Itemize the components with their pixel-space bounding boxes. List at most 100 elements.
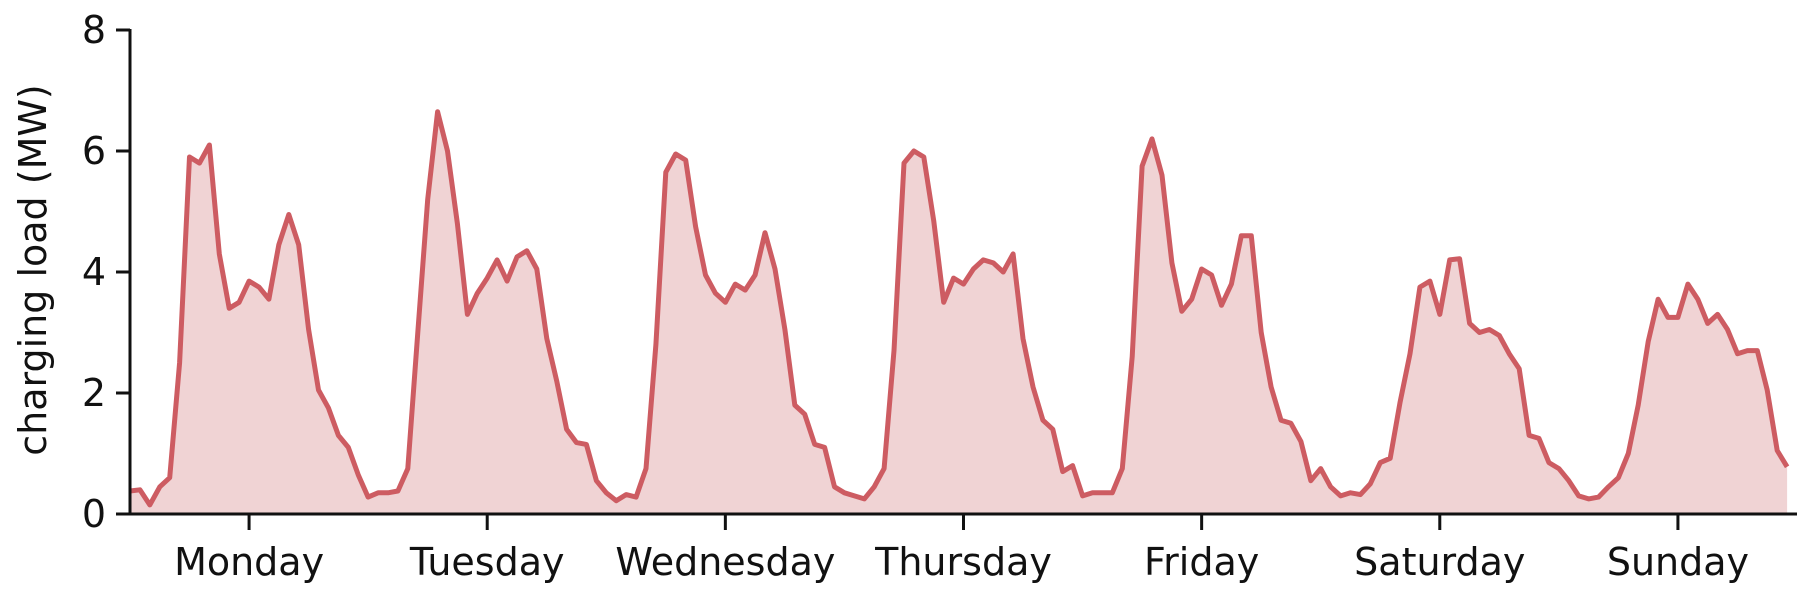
data-point (1170, 261, 1174, 265)
data-point (555, 379, 559, 383)
data-point (1220, 303, 1224, 307)
data-point (1061, 470, 1065, 474)
x-tick-label: Wednesday (615, 540, 835, 584)
data-point (416, 331, 420, 335)
data-point (1269, 385, 1273, 389)
data-point (1626, 452, 1630, 456)
data-point (1636, 403, 1640, 407)
data-point (406, 467, 410, 471)
x-tick-label: Tuesday (409, 540, 565, 584)
data-point (584, 442, 588, 446)
y-axis-title: charging load (MW) (11, 84, 55, 455)
data-point (1527, 433, 1531, 437)
data-point (1487, 328, 1491, 332)
data-point (1557, 467, 1561, 471)
data-point (1607, 485, 1611, 489)
data-point (188, 155, 192, 159)
data-point (952, 276, 956, 280)
data-point (902, 161, 906, 165)
data-point (277, 243, 281, 247)
data-point (1180, 309, 1184, 313)
data-point (1031, 385, 1035, 389)
data-point (1646, 340, 1650, 344)
data-point (684, 158, 688, 162)
data-point (664, 170, 668, 174)
data-point (1289, 421, 1293, 425)
data-point (1785, 465, 1789, 469)
data-point (733, 282, 737, 286)
data-point (614, 499, 618, 503)
data-point (386, 491, 390, 495)
data-point (336, 433, 340, 437)
data-point (1130, 355, 1134, 359)
data-point (525, 249, 529, 253)
data-point (178, 361, 182, 365)
data-point (257, 285, 261, 289)
data-point (1616, 476, 1620, 480)
x-tick-label: Friday (1144, 540, 1259, 584)
plot-area (129, 109, 1790, 514)
data-point (674, 152, 678, 156)
data-point (833, 485, 837, 489)
data-point (237, 300, 241, 304)
data-point (267, 297, 271, 301)
data-point (1071, 464, 1075, 468)
data-point (1329, 485, 1333, 489)
data-point (991, 261, 995, 265)
data-point (485, 276, 489, 280)
data-point (168, 476, 172, 480)
data-point (1279, 418, 1283, 422)
data-point (852, 494, 856, 498)
data-point (1378, 461, 1382, 465)
data-point (882, 467, 886, 471)
data-point (743, 288, 747, 292)
data-point (455, 222, 459, 226)
data-point (227, 306, 231, 310)
data-point (962, 282, 966, 286)
data-point (545, 337, 549, 341)
y-tick-label: 4 (82, 250, 106, 294)
x-tick-label: Thursday (874, 540, 1052, 584)
data-point (138, 488, 142, 492)
data-point (356, 473, 360, 477)
data-point (971, 267, 975, 271)
data-point (912, 149, 916, 153)
data-point (287, 213, 291, 217)
data-point (396, 489, 400, 493)
data-point (793, 403, 797, 407)
data-point (1438, 312, 1442, 316)
data-point (1368, 482, 1372, 486)
data-point (198, 161, 202, 165)
data-point (1041, 418, 1045, 422)
data-point (1458, 257, 1462, 261)
y-tick-label: 2 (82, 371, 106, 415)
data-point (475, 291, 479, 295)
data-point (1686, 282, 1690, 286)
data-point (1597, 495, 1601, 499)
data-point (713, 291, 717, 295)
data-point (1309, 479, 1313, 483)
data-point (1160, 173, 1164, 177)
data-point (1001, 270, 1005, 274)
data-point (1349, 491, 1353, 495)
data-point (1229, 282, 1233, 286)
data-point (1398, 400, 1402, 404)
data-point (436, 110, 440, 114)
series-line (129, 109, 1790, 508)
data-point (446, 149, 450, 153)
data-point (981, 258, 985, 262)
data-point (1021, 337, 1025, 341)
data-point (1110, 491, 1114, 495)
data-point (654, 343, 658, 347)
data-point (823, 445, 827, 449)
data-point (327, 406, 331, 410)
data-point (644, 467, 648, 471)
data-point (1736, 352, 1740, 356)
data-point (1259, 331, 1263, 335)
data-point (307, 328, 311, 332)
x-tick-label: Sunday (1607, 540, 1749, 584)
data-point (1775, 449, 1779, 453)
data-point (1428, 279, 1432, 283)
